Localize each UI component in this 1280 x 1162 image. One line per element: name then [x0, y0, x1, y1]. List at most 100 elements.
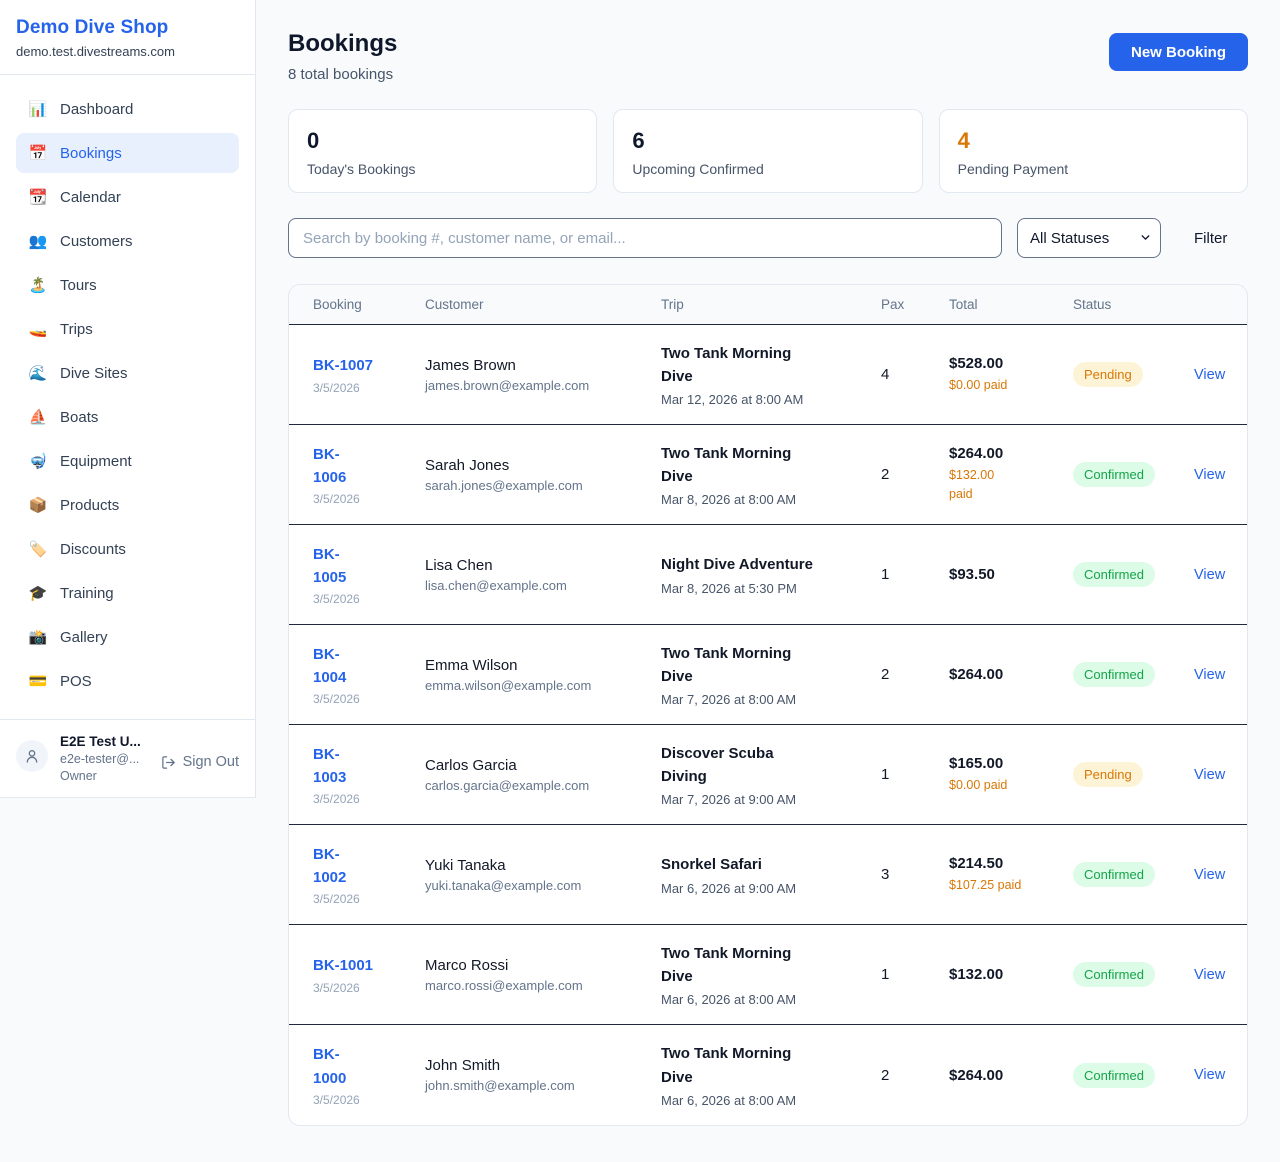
customer-name: Yuki Tanaka — [425, 856, 506, 874]
credit-card-icon: 💳 — [28, 673, 48, 690]
stat-label: Today's Bookings — [307, 161, 416, 177]
sidebar-item-pos[interactable]: 💳 POS — [28, 672, 92, 691]
stat-value: 6 — [632, 128, 645, 153]
brand-block[interactable]: Demo Dive Shop demo.test.divestreams.com — [0, 0, 255, 75]
sidebar-item-boats[interactable]: ⛵ Boats — [28, 408, 99, 427]
customer-email: emma.wilson@example.com — [425, 677, 592, 693]
trip-datetime: Mar 12, 2026 at 8:00 AM — [661, 392, 804, 408]
booking-id-link[interactable]: BK- 1005 — [313, 545, 347, 586]
sidebar-item-discounts[interactable]: 🏷️ Discounts — [28, 540, 126, 559]
paid-amount: $0.00 paid — [949, 377, 1008, 392]
booking-id-link[interactable]: BK- 1003 — [313, 745, 347, 786]
paid-amount: $132.00 paid — [949, 468, 995, 501]
search-input[interactable] — [288, 218, 1002, 258]
main-content: Bookings 8 total bookings New Booking 0 … — [256, 0, 1280, 1156]
sidebar-item-products[interactable]: 📦 Products — [28, 496, 120, 515]
status-badge: Confirmed — [1073, 862, 1155, 887]
stat-value: 0 — [307, 128, 320, 153]
total-amount: $264.00 — [949, 666, 1004, 683]
booking-date: 3/5/2026 — [313, 892, 360, 907]
sidebar-item-tours[interactable]: 🏝️ Tours — [28, 276, 97, 295]
view-link[interactable]: View — [1194, 866, 1226, 883]
pax-count: 1 — [881, 966, 890, 983]
status-select[interactable]: All Statuses — [1017, 218, 1161, 258]
new-booking-button[interactable]: New Booking — [1108, 33, 1248, 71]
bar-chart-icon: 📊 — [28, 101, 48, 118]
package-icon: 📦 — [28, 497, 48, 514]
view-link[interactable]: View — [1194, 966, 1226, 983]
sidebar-item-equipment[interactable]: 🤿 Equipment — [28, 452, 132, 471]
total-amount: $264.00 — [949, 1066, 1004, 1084]
trip-name: Two Tank Morning Dive — [661, 644, 792, 685]
sidebar-item-gallery[interactable]: 📸 Gallery — [28, 628, 108, 647]
total-amount: $132.00 — [949, 966, 1004, 983]
total-amount: $214.50 — [949, 854, 1004, 872]
customer-email: lisa.chen@example.com — [425, 577, 567, 593]
wave-icon: 🌊 — [28, 365, 48, 382]
booking-id-link[interactable]: BK- 1004 — [313, 645, 347, 686]
total-amount: $165.00 — [949, 754, 1004, 772]
pax-count: 1 — [881, 566, 890, 583]
sidebar-item-bookings[interactable]: 📅 Bookings — [16, 133, 239, 173]
table-row: BK- 1000 3/5/2026 John Smith john.smith@… — [289, 1025, 1247, 1125]
customer-name: James Brown — [425, 356, 516, 374]
page-title: Bookings — [288, 30, 398, 57]
graduation-cap-icon: 🎓 — [28, 585, 48, 602]
stat-card-upcoming-confirmed: 6 Upcoming Confirmed — [613, 109, 923, 193]
sidebar-item-trips[interactable]: 🚤 Trips — [28, 320, 93, 339]
booking-id-link[interactable]: BK- 1002 — [313, 845, 347, 886]
view-link[interactable]: View — [1194, 466, 1226, 483]
sign-out-button[interactable]: Sign Out — [161, 754, 239, 770]
stat-value: 4 — [957, 128, 970, 153]
booking-id-link[interactable]: BK- 1006 — [313, 445, 347, 486]
sidebar-item-calendar[interactable]: 📆 Calendar — [28, 188, 121, 207]
sidebar-item-customers[interactable]: 👥 Customers — [28, 232, 133, 251]
customer-name: Sarah Jones — [425, 456, 510, 474]
trip-datetime: Mar 7, 2026 at 9:00 AM — [661, 792, 797, 808]
speedboat-icon: 🚤 — [28, 321, 48, 338]
pax-count: 2 — [881, 466, 890, 483]
trip-name: Night Dive Adventure — [661, 556, 813, 574]
stat-label: Pending Payment — [957, 161, 1069, 177]
trip-datetime: Mar 7, 2026 at 8:00 AM — [661, 692, 797, 708]
customer-name: Carlos Garcia — [425, 756, 517, 774]
booking-date: 3/5/2026 — [313, 980, 360, 995]
status-badge: Confirmed — [1073, 462, 1155, 487]
view-link[interactable]: View — [1194, 566, 1226, 583]
booking-id-link[interactable]: BK-1007 — [313, 357, 374, 375]
sidebar-item-training[interactable]: 🎓 Training — [28, 584, 114, 603]
trip-datetime: Mar 6, 2026 at 8:00 AM — [661, 1092, 797, 1108]
trip-name: Discover Scuba Diving — [661, 744, 774, 785]
user-name: E2E Test U... — [60, 734, 141, 749]
table-header-row: Booking Customer Trip Pax Total Status — [289, 285, 1247, 325]
trip-name: Two Tank Morning Dive — [661, 444, 792, 485]
sidebar-item-dashboard[interactable]: 📊 Dashboard — [28, 100, 134, 119]
customer-email: marco.rossi@example.com — [425, 977, 583, 993]
table-row: BK-1001 3/5/2026 Marco Rossi marco.rossi… — [289, 925, 1247, 1025]
booking-id-link[interactable]: BK- 1000 — [313, 1046, 347, 1087]
trip-datetime: Mar 6, 2026 at 8:00 AM — [661, 992, 797, 1008]
sailboat-icon: ⛵ — [28, 409, 48, 426]
people-icon: 👥 — [28, 233, 48, 250]
user-email: e2e-tester@... — [60, 752, 140, 766]
customer-email: john.smith@example.com — [425, 1078, 575, 1093]
brand-domain: demo.test.divestreams.com — [16, 44, 175, 59]
tag-icon: 🏷️ — [28, 541, 48, 558]
column-header-total: Total — [949, 297, 978, 312]
booking-id-link[interactable]: BK-1001 — [313, 957, 374, 975]
view-link[interactable]: View — [1194, 766, 1226, 783]
view-link[interactable]: View — [1194, 1067, 1226, 1083]
user-role: Owner — [60, 769, 97, 783]
pax-count: 2 — [881, 1066, 890, 1084]
column-header-status: Status — [1073, 297, 1112, 312]
customer-email: sarah.jones@example.com — [425, 477, 583, 493]
view-link[interactable]: View — [1194, 366, 1226, 383]
view-link[interactable]: View — [1194, 666, 1226, 683]
sidebar-item-dive-sites[interactable]: 🌊 Dive Sites — [28, 364, 128, 383]
stat-card-pending-payment: 4 Pending Payment — [938, 109, 1248, 193]
status-badge: Confirmed — [1073, 962, 1155, 987]
bookings-table: Booking Customer Trip Pax Total Status B… — [288, 284, 1248, 1126]
sidebar-nav: 📊 Dashboard 📅 Bookings 📆 Calendar 👥 Cust… — [0, 75, 255, 719]
filter-button[interactable]: Filter — [1194, 229, 1228, 247]
trip-datetime: Mar 6, 2026 at 9:00 AM — [661, 880, 797, 896]
